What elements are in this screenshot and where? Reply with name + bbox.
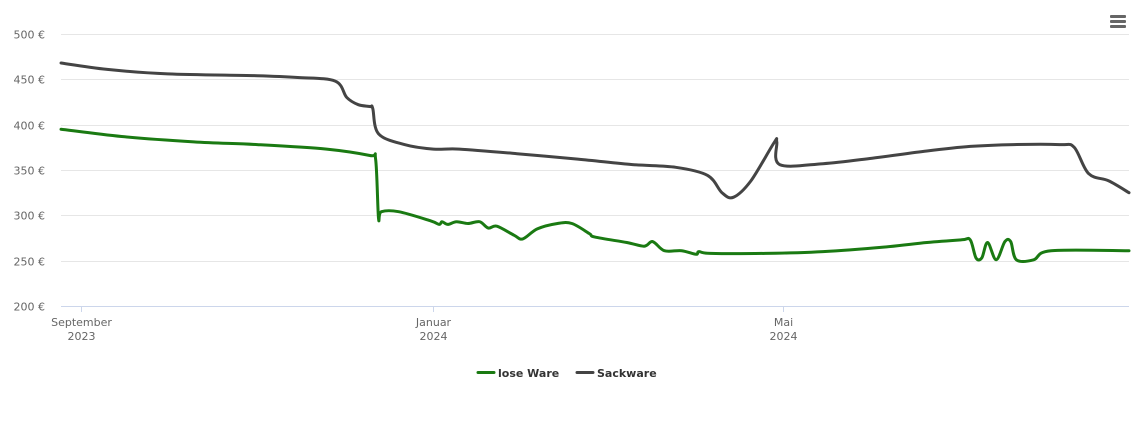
y-tick-label: 200 € xyxy=(14,301,46,314)
y-tick-label: 400 € xyxy=(14,120,46,133)
grid xyxy=(61,34,1129,262)
x-tick-label-month: September xyxy=(51,316,112,329)
y-axis-labels: 500 € 450 € 400 € 350 € 300 € 250 € 200 € xyxy=(14,29,46,314)
legend-label: Sackware xyxy=(597,367,657,380)
legend[interactable]: lose Ware Sackware xyxy=(476,367,657,380)
y-tick-label: 500 € xyxy=(14,29,46,42)
x-tick-label-year: 2024 xyxy=(770,330,798,343)
y-tick-label: 250 € xyxy=(14,256,46,269)
hamburger-menu-icon[interactable] xyxy=(1106,11,1130,33)
y-tick-label: 450 € xyxy=(14,74,46,87)
x-tick-label-month: Mai xyxy=(774,316,793,329)
x-tick-label-month: Januar xyxy=(415,316,452,329)
x-tick-label-year: 2023 xyxy=(68,330,96,343)
legend-label: lose Ware xyxy=(498,367,559,380)
y-tick-label: 300 € xyxy=(14,210,46,223)
legend-item-sackware[interactable]: Sackware xyxy=(575,367,657,380)
legend-item-lose-ware[interactable]: lose Ware xyxy=(476,367,559,380)
x-tick-label-year: 2024 xyxy=(420,330,448,343)
series-line-lose-ware xyxy=(59,127,1131,264)
y-tick-label: 350 € xyxy=(14,165,46,178)
series-lines xyxy=(59,61,1131,264)
series-line-sackware xyxy=(59,61,1131,200)
